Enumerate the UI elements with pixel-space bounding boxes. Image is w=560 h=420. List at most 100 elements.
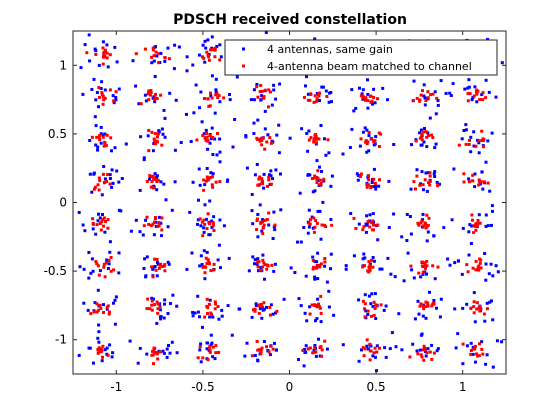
scatter-point [145,307,149,311]
scatter-point [464,128,468,132]
scatter-point [393,275,397,279]
scatter-point [313,277,317,281]
scatter-point [142,158,146,162]
scatter-point [311,259,315,262]
scatter-point [312,216,316,220]
scatter-point [473,320,477,324]
scatter-point [354,106,358,110]
scatter-point [117,208,121,212]
scatter-point [175,351,179,355]
scatter-point [159,315,163,318]
scatter-point [419,302,423,306]
scatter-point [155,97,159,100]
scatter-point [272,83,276,87]
scatter-point [490,223,493,227]
scatter-point [167,262,171,266]
scatter-point [420,264,424,268]
scatter-point [134,84,138,88]
scatter-point [382,308,386,312]
scatter-point [480,93,484,97]
scatter-point [95,91,99,94]
scatter-point [156,351,160,355]
scatter-point [215,92,219,96]
scatter-point [301,349,305,352]
scatter-point [422,83,426,87]
scatter-point [143,47,147,51]
scatter-point [205,131,209,135]
scatter-point [267,88,271,92]
scatter-point [482,145,486,149]
scatter-point [82,301,86,305]
scatter-point [259,268,263,272]
scatter-point [201,43,205,47]
scatter-point [484,213,488,217]
scatter-point [430,304,434,308]
scatter-point [367,183,371,187]
scatter-point [96,264,100,268]
scatter-point [366,99,370,103]
scatter-point [421,212,425,216]
scatter-point [148,307,152,311]
scatter-point [205,262,209,265]
scatter-point [99,307,103,310]
scatter-point [482,180,486,184]
scatter-point [154,268,158,272]
scatter-point [212,215,216,219]
scatter-point [144,218,148,222]
scatter-point [209,333,213,337]
scatter-point [389,272,393,276]
scatter-point [317,337,320,341]
scatter-point [424,99,428,102]
scatter-point [375,304,379,308]
scatter-point [369,100,373,104]
scatter-point [247,269,251,273]
scatter-point [377,184,381,188]
scatter-point [358,86,361,90]
scatter-point [205,250,209,254]
scatter-point [252,121,256,125]
scatter-point [156,262,160,266]
scatter-point [104,220,108,223]
scatter-point [433,277,437,281]
scatter-point [475,224,479,228]
scatter-point [406,251,410,255]
scatter-point [413,317,417,321]
scatter-point [191,311,195,314]
scatter-point [484,160,488,164]
scatter-point [199,360,203,364]
scatter-point [87,276,91,280]
scatter-point [101,46,105,50]
scatter-point [209,91,212,95]
scatter-point [308,305,312,309]
scatter-point [152,233,156,237]
scatter-point [115,169,119,173]
scatter-point [205,297,209,301]
scatter-point [371,219,375,223]
scatter-point [97,86,101,90]
scatter-point [358,175,362,178]
scatter-point [306,92,310,96]
scatter-point [372,351,376,355]
scatter-point [153,139,157,143]
scatter-point [426,347,430,351]
scatter-point [103,230,107,234]
scatter-point [299,240,303,244]
scatter-point [436,184,440,188]
scatter-point [319,262,323,266]
scatter-point [317,137,321,141]
scatter-point [467,85,471,89]
scatter-point [204,138,208,142]
scatter-point [383,346,387,350]
scatter-point [480,170,484,174]
scatter-point [422,358,426,362]
scatter-point [275,348,278,352]
scatter-point [477,151,481,155]
scatter-point [464,142,468,146]
scatter-point [349,212,353,215]
scatter-point [421,272,425,276]
scatter-point [270,103,274,107]
scatter-point [255,228,259,231]
scatter-point [494,95,498,99]
legend-box [224,39,498,76]
scatter-point [109,256,113,259]
